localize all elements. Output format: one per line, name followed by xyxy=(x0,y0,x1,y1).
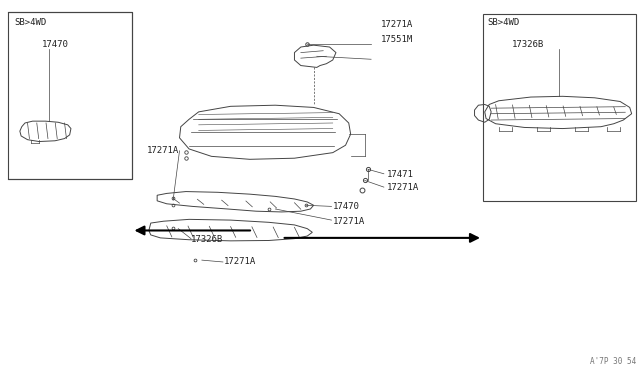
Bar xyxy=(483,14,636,201)
Text: 17271A: 17271A xyxy=(224,257,257,266)
Text: 17551M: 17551M xyxy=(381,35,413,44)
Text: 17271A: 17271A xyxy=(333,217,365,226)
Text: 17271A: 17271A xyxy=(387,183,419,192)
Text: 17470: 17470 xyxy=(333,202,360,211)
Text: 17326B: 17326B xyxy=(511,40,544,49)
Text: 17271A: 17271A xyxy=(381,20,413,29)
Text: 17471: 17471 xyxy=(387,170,414,179)
Text: SB>4WD: SB>4WD xyxy=(487,18,520,27)
Text: 17271A: 17271A xyxy=(147,146,179,155)
Text: SB>4WD: SB>4WD xyxy=(15,18,47,27)
Bar xyxy=(8,12,132,179)
Text: 17326B: 17326B xyxy=(191,235,223,244)
Text: A'7P 30 54: A'7P 30 54 xyxy=(590,357,636,366)
Text: 17470: 17470 xyxy=(42,40,69,49)
